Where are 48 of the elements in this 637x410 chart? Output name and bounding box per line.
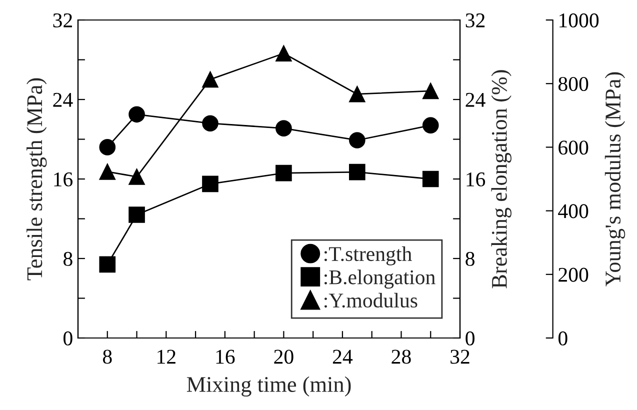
x-tick-label: 12 <box>158 350 176 364</box>
point <box>202 115 218 132</box>
y3-tick-label: 800 <box>558 76 588 92</box>
point <box>422 117 439 134</box>
x-tick-label: 24 <box>332 350 353 364</box>
point <box>422 170 439 188</box>
y3-tick-label: 400 <box>558 204 588 218</box>
y3-axis-title: Young's modulus (MPa) <box>604 72 626 286</box>
point <box>128 106 145 123</box>
x-tick-label: 16 <box>216 350 235 364</box>
point <box>202 71 218 88</box>
point <box>348 132 366 148</box>
x-tick-label: 20 <box>274 350 294 364</box>
y-tick-label: 0 <box>64 331 72 346</box>
y3-tick-label: 600 <box>558 140 588 155</box>
point <box>99 139 116 156</box>
legend-label: :Y.modulus <box>324 292 418 308</box>
y2-tick-label: 24 <box>466 92 486 107</box>
y2-tick-label: 16 <box>466 172 486 186</box>
x-tick-label: 28 <box>392 350 411 364</box>
x-axis-title: Mixing time (min) <box>186 376 351 397</box>
y2-tick-label: 8 <box>466 252 474 266</box>
y-tick-label: 8 <box>64 252 72 266</box>
y2-tick-label: 32 <box>466 13 485 28</box>
legend-label: :T.strength <box>324 246 412 266</box>
point <box>128 206 145 223</box>
y3-tick-label: 200 <box>558 268 588 282</box>
point <box>276 164 292 182</box>
point <box>202 176 218 192</box>
point <box>128 168 145 185</box>
y-tick-label: 32 <box>53 13 72 28</box>
legend-label: :B.elongation <box>324 270 436 289</box>
x-tick-label: 32 <box>450 350 470 364</box>
point <box>99 256 116 273</box>
x-tick-label: 8 <box>102 350 112 364</box>
y3-tick-label: 1000 <box>560 13 599 28</box>
point <box>276 120 292 136</box>
y-axis-title: Tensile strength (MPa) <box>26 78 47 280</box>
point <box>422 82 439 100</box>
point <box>348 86 366 102</box>
y2-axis-title: Breaking elongation (%) <box>491 70 512 288</box>
point <box>99 164 116 180</box>
y-tick-label: 16 <box>54 172 73 186</box>
y-tick-label: 24 <box>53 92 73 107</box>
point <box>348 164 366 180</box>
y3-tick-label: 0 <box>558 331 568 346</box>
y2-tick-label: 0 <box>466 331 474 346</box>
point <box>276 45 292 62</box>
